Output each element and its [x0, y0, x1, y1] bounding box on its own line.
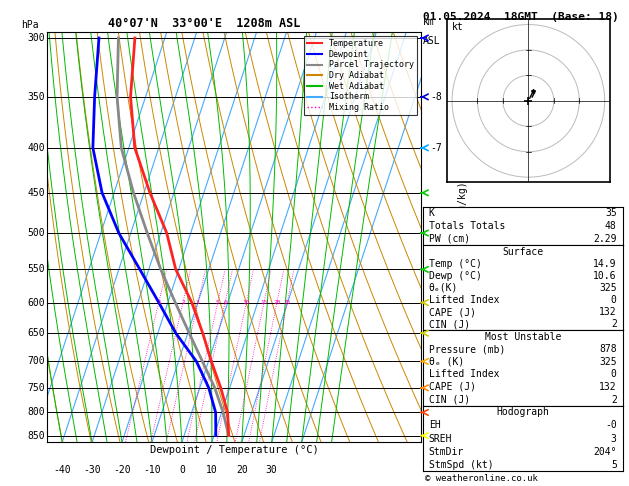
Text: Temp (°C): Temp (°C)	[429, 259, 482, 269]
Text: 325: 325	[599, 283, 616, 293]
Text: Surface: Surface	[502, 246, 543, 257]
Text: 850: 850	[28, 431, 45, 441]
Text: Lifted Index: Lifted Index	[429, 369, 499, 380]
Text: Lifted Index: Lifted Index	[429, 295, 499, 305]
Text: CAPE (J): CAPE (J)	[429, 382, 476, 392]
Text: 3: 3	[611, 434, 616, 444]
Text: 1: 1	[157, 300, 160, 305]
Text: 550: 550	[28, 264, 45, 275]
Text: 10: 10	[206, 465, 218, 475]
Text: 35: 35	[605, 208, 616, 218]
Text: 2: 2	[611, 395, 616, 404]
Text: -40: -40	[53, 465, 71, 475]
Text: hPa: hPa	[21, 19, 38, 30]
Text: LCL: LCL	[422, 412, 437, 421]
Text: 48: 48	[605, 221, 616, 231]
Text: 5: 5	[611, 460, 616, 470]
Text: -8: -8	[431, 92, 443, 102]
Text: 0: 0	[611, 295, 616, 305]
Text: Dewp (°C): Dewp (°C)	[429, 271, 482, 281]
Text: 6: 6	[223, 300, 227, 305]
Text: 650: 650	[28, 328, 45, 338]
Text: -7: -7	[431, 143, 443, 153]
Text: -4: -4	[431, 297, 443, 308]
Text: 14.9: 14.9	[593, 259, 616, 269]
Text: 30: 30	[266, 465, 277, 475]
Text: K: K	[429, 208, 435, 218]
Text: Mixing Ratio (g/kg): Mixing Ratio (g/kg)	[458, 181, 467, 293]
Text: -3: -3	[431, 356, 443, 366]
Text: θₑ (K): θₑ (K)	[429, 357, 464, 367]
Text: 2: 2	[181, 300, 185, 305]
Text: PW (cm): PW (cm)	[429, 234, 470, 244]
Text: Hodograph: Hodograph	[496, 407, 549, 417]
Text: 15: 15	[260, 300, 268, 305]
Text: 25: 25	[284, 300, 291, 305]
Text: kt: kt	[452, 21, 464, 32]
Text: 3: 3	[196, 300, 200, 305]
Text: km: km	[423, 17, 435, 28]
Text: -10: -10	[143, 465, 161, 475]
Text: -20: -20	[113, 465, 131, 475]
Text: 20: 20	[236, 465, 248, 475]
Text: 700: 700	[28, 356, 45, 366]
Text: -6: -6	[431, 228, 443, 238]
Text: 878: 878	[599, 344, 616, 354]
Text: 20: 20	[273, 300, 281, 305]
Text: 132: 132	[599, 382, 616, 392]
Text: CAPE (J): CAPE (J)	[429, 307, 476, 317]
Text: CIN (J): CIN (J)	[429, 395, 470, 404]
Text: Pressure (mb): Pressure (mb)	[429, 344, 505, 354]
Text: StmDir: StmDir	[429, 447, 464, 457]
Text: -30: -30	[83, 465, 101, 475]
Text: 10: 10	[243, 300, 250, 305]
Text: θₑ(K): θₑ(K)	[429, 283, 458, 293]
Text: 300: 300	[28, 33, 45, 43]
Text: 01.05.2024  18GMT  (Base: 18): 01.05.2024 18GMT (Base: 18)	[423, 12, 618, 22]
Text: EH: EH	[429, 420, 440, 431]
Text: 750: 750	[28, 383, 45, 393]
Text: 450: 450	[28, 188, 45, 198]
Text: 2: 2	[611, 319, 616, 330]
Text: 132: 132	[599, 307, 616, 317]
Legend: Temperature, Dewpoint, Parcel Trajectory, Dry Adiabat, Wet Adiabat, Isotherm, Mi: Temperature, Dewpoint, Parcel Trajectory…	[304, 36, 417, 115]
Text: © weatheronline.co.uk: © weatheronline.co.uk	[425, 474, 537, 483]
Text: 325: 325	[599, 357, 616, 367]
Text: -2: -2	[431, 407, 443, 417]
Text: 600: 600	[28, 297, 45, 308]
Text: 350: 350	[28, 92, 45, 102]
Text: 10.6: 10.6	[593, 271, 616, 281]
Text: Totals Totals: Totals Totals	[429, 221, 505, 231]
Text: 400: 400	[28, 143, 45, 153]
Text: 2.29: 2.29	[593, 234, 616, 244]
Text: Most Unstable: Most Unstable	[484, 332, 561, 342]
Text: ASL: ASL	[423, 35, 441, 46]
Text: 0: 0	[611, 369, 616, 380]
Text: 204°: 204°	[593, 447, 616, 457]
Text: 40°07'N  33°00'E  1208m ASL: 40°07'N 33°00'E 1208m ASL	[108, 17, 301, 30]
Text: 0: 0	[431, 431, 443, 441]
Text: -5: -5	[431, 264, 443, 275]
Text: 800: 800	[28, 407, 45, 417]
Text: -0: -0	[605, 420, 616, 431]
Text: SREH: SREH	[429, 434, 452, 444]
X-axis label: Dewpoint / Temperature (°C): Dewpoint / Temperature (°C)	[150, 445, 319, 455]
Text: 0: 0	[179, 465, 185, 475]
Text: 5: 5	[216, 300, 220, 305]
Text: StmSpd (kt): StmSpd (kt)	[429, 460, 493, 470]
Text: CIN (J): CIN (J)	[429, 319, 470, 330]
Text: 500: 500	[28, 228, 45, 238]
